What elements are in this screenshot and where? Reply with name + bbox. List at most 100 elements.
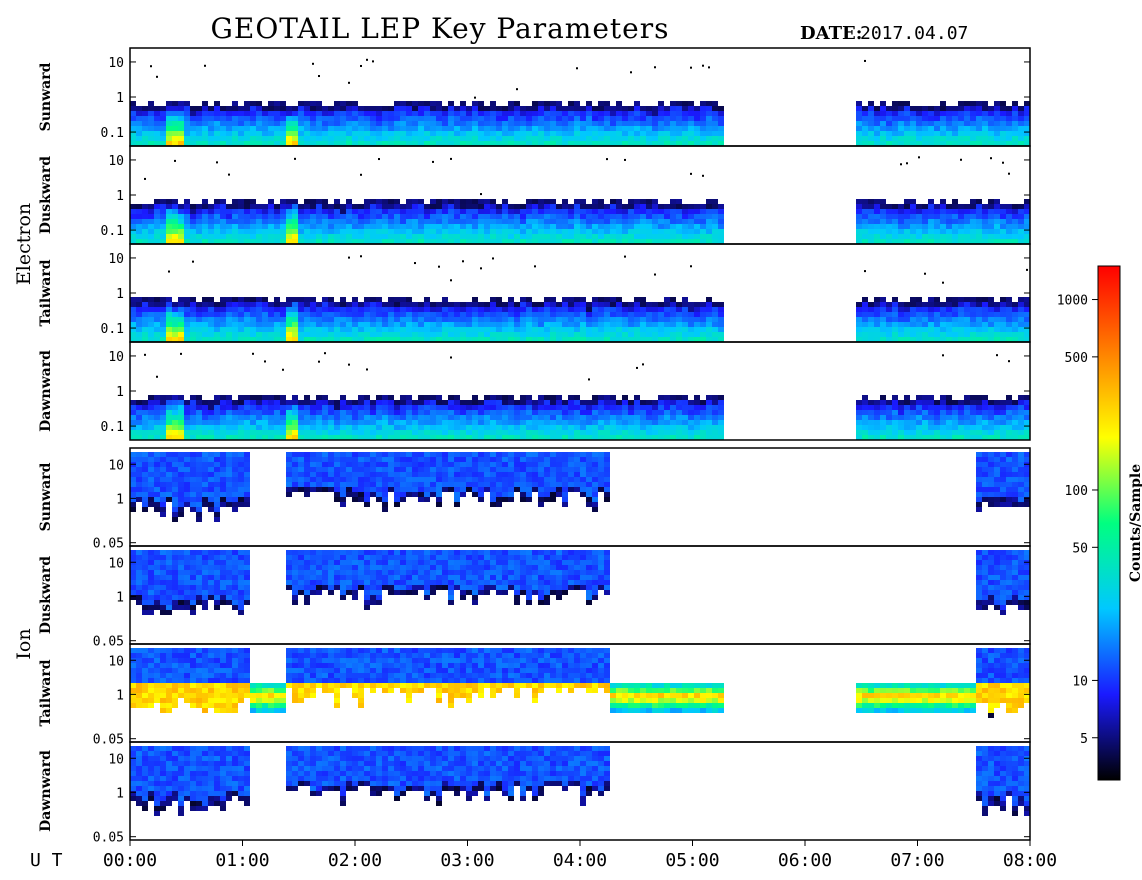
- cell: [196, 395, 202, 400]
- cell: [682, 234, 688, 239]
- cell: [886, 209, 892, 214]
- cell: [718, 229, 724, 234]
- cell: [430, 435, 436, 440]
- cell: [448, 121, 454, 126]
- cell: [130, 116, 136, 121]
- cell: [220, 239, 226, 244]
- cell: [244, 462, 250, 467]
- cell: [262, 297, 268, 302]
- cell: [934, 425, 940, 430]
- cell: [334, 405, 340, 410]
- cell: [520, 435, 526, 440]
- cell: [568, 234, 574, 239]
- cell: [418, 477, 424, 482]
- cell: [424, 209, 430, 214]
- cell: [604, 141, 610, 146]
- cell: [712, 141, 718, 146]
- cell: [682, 106, 688, 111]
- cell: [856, 219, 862, 224]
- cell: [682, 337, 688, 342]
- cell: [688, 317, 694, 322]
- cell: [910, 214, 916, 219]
- cell: [328, 111, 334, 116]
- cell: [388, 219, 394, 224]
- cell: [286, 322, 292, 327]
- cell: [244, 121, 250, 126]
- cell: [508, 420, 514, 425]
- cell: [1000, 239, 1006, 244]
- cell: [226, 224, 232, 229]
- cell: [430, 141, 436, 146]
- cell: [424, 204, 430, 209]
- cell: [946, 322, 952, 327]
- cell: [682, 116, 688, 121]
- cell: [538, 332, 544, 337]
- cell: [580, 199, 586, 204]
- cell: [436, 239, 442, 244]
- cell: [448, 425, 454, 430]
- cell: [184, 317, 190, 322]
- cell: [304, 239, 310, 244]
- cell: [268, 327, 274, 332]
- cell: [712, 229, 718, 234]
- cell: [160, 204, 166, 209]
- cell: [130, 332, 136, 337]
- cell: [718, 121, 724, 126]
- cell: [868, 302, 874, 307]
- cell: [642, 363, 644, 366]
- cell: [904, 435, 910, 440]
- cell: [868, 307, 874, 312]
- cell: [274, 224, 280, 229]
- cell: [928, 204, 934, 209]
- cell: [286, 111, 292, 116]
- cell: [556, 126, 562, 131]
- cell: [994, 302, 1000, 307]
- cell: [658, 317, 664, 322]
- cell: [352, 415, 358, 420]
- cell: [622, 106, 628, 111]
- cell: [262, 405, 268, 410]
- cell: [502, 111, 508, 116]
- cell: [430, 116, 436, 121]
- cell: [478, 199, 484, 204]
- cell: [592, 430, 598, 435]
- cell: [880, 101, 886, 106]
- cell: [970, 312, 976, 317]
- cell: [340, 136, 346, 141]
- cell: [598, 126, 604, 131]
- cell: [556, 395, 562, 400]
- cell: [340, 477, 346, 482]
- cell: [682, 101, 688, 106]
- cell: [520, 430, 526, 435]
- cell: [544, 234, 550, 239]
- cell: [556, 116, 562, 121]
- cell: [418, 302, 424, 307]
- cell: [406, 229, 412, 234]
- cell: [250, 141, 256, 146]
- cell: [190, 430, 196, 435]
- cell: [1000, 234, 1006, 239]
- cell: [238, 322, 244, 327]
- cell: [538, 121, 544, 126]
- cell: [334, 234, 340, 239]
- cell: [358, 209, 364, 214]
- cell: [436, 430, 442, 435]
- cell: [964, 239, 970, 244]
- cell: [412, 482, 418, 487]
- cell: [586, 327, 592, 332]
- cell: [916, 420, 922, 425]
- cell: [358, 121, 364, 126]
- cell: [952, 111, 958, 116]
- cell: [718, 312, 724, 317]
- cell: [406, 136, 412, 141]
- cell: [178, 420, 184, 425]
- cell: [580, 214, 586, 219]
- cell: [304, 435, 310, 440]
- cell: [1018, 224, 1024, 229]
- cell: [202, 487, 208, 492]
- cell: [184, 106, 190, 111]
- cell: [880, 410, 886, 415]
- cell: [232, 224, 238, 229]
- cell: [472, 126, 478, 131]
- cell: [148, 322, 154, 327]
